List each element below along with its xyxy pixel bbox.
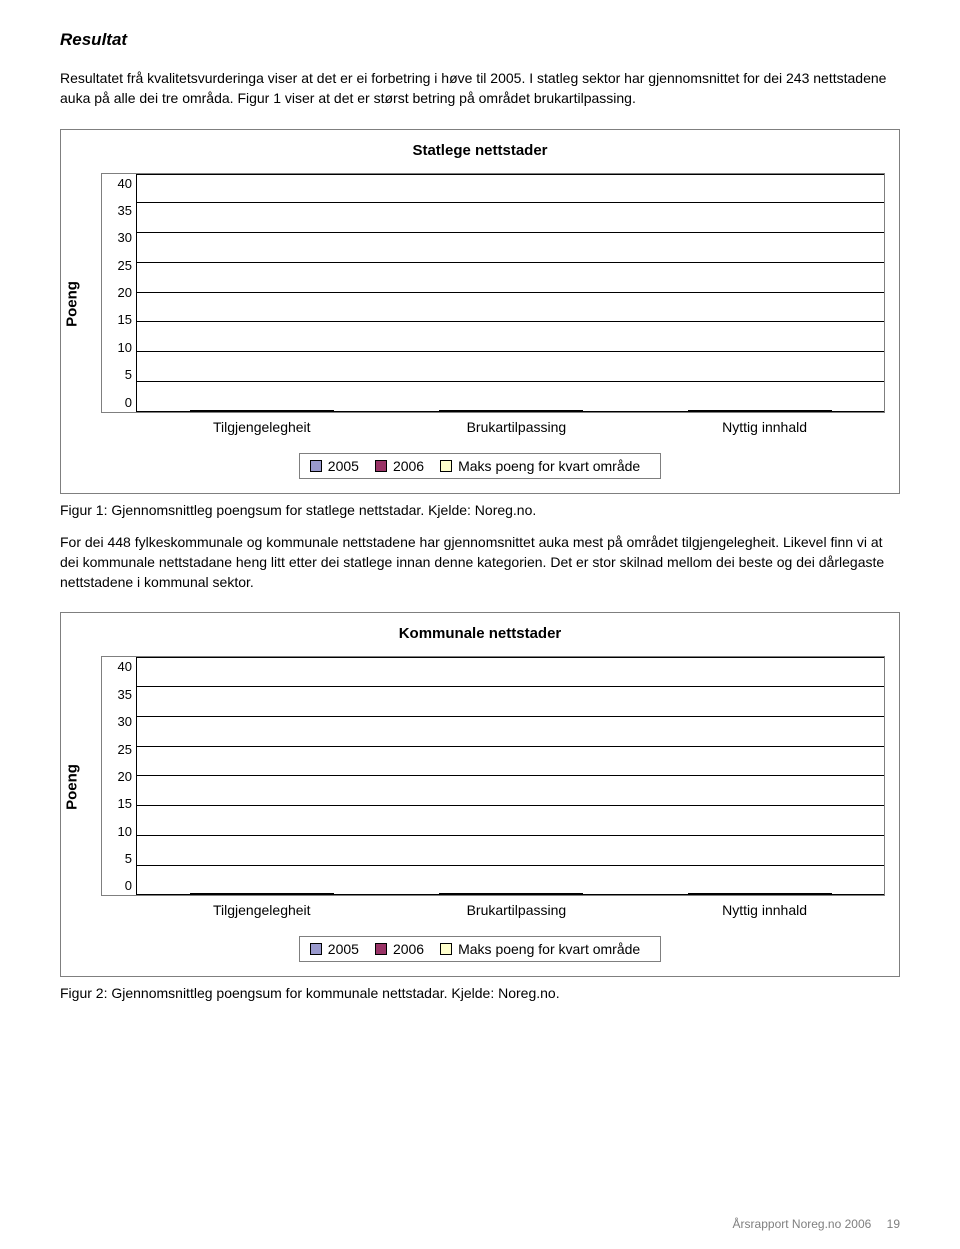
y-tick-label: 25 [118,742,132,757]
chart1-ylabel: Poeng [63,281,80,327]
chart1-caption: Figur 1: Gjennomsnittleg poengsum for st… [60,502,900,518]
section-heading: Resultat [60,30,900,50]
x-tick-label: Nyttig innhald [722,902,807,918]
page-footer: Årsrapport Noreg.no 2006 19 [733,1217,900,1231]
chart2-ylabel: Poeng [63,765,80,811]
y-tick-label: 20 [118,769,132,784]
y-tick-label: 0 [125,878,132,893]
y-tick-label: 20 [118,285,132,300]
y-tick-label: 5 [125,851,132,866]
legend-label: Maks poeng for kvart område [458,941,640,957]
y-tick-label: 10 [118,340,132,355]
y-tick-label: 30 [118,714,132,729]
y-tick-label: 0 [125,395,132,410]
gridline [137,351,884,352]
legend-swatch [310,460,322,472]
y-tick-label: 5 [125,367,132,382]
chart1-plot: 40 35 30 25 20 15 10 5 0 [101,173,885,413]
chart2-title: Kommunale nettstader [75,625,885,642]
gridline [137,894,884,895]
y-tick-label: 35 [118,687,132,702]
y-tick-label: 35 [118,203,132,218]
gridline [137,775,884,776]
gridline [137,202,884,203]
y-tick-label: 25 [118,258,132,273]
y-tick-label: 10 [118,824,132,839]
gridline [137,657,884,658]
legend-label: 2005 [328,941,359,957]
chart2-plot: 40 35 30 25 20 15 10 5 0 [101,656,885,896]
chart1-title: Statlege nettstader [75,142,885,159]
gridline [137,805,884,806]
gridline [137,232,884,233]
y-tick-label: 15 [118,312,132,327]
gridline [137,411,884,412]
y-tick-label: 30 [118,230,132,245]
legend-swatch [375,943,387,955]
gridline [137,292,884,293]
gridline [137,381,884,382]
chart2-caption: Figur 2: Gjennomsnittleg poengsum for ko… [60,985,900,1001]
gridline [137,321,884,322]
gridline [137,716,884,717]
footer-page-number: 19 [887,1217,900,1231]
legend-swatch [440,460,452,472]
chart2-legend: 2005 2006 Maks poeng for kvart område [299,936,661,962]
x-tick-label: Brukartilpassing [467,419,567,435]
gridline [137,174,884,175]
footer-text: Årsrapport Noreg.no 2006 [733,1217,872,1231]
chart1-container: Statlege nettstader Poeng 40 35 30 25 20 15 10… [60,129,900,494]
legend-label: 2006 [393,458,424,474]
chart2-container: Kommunale nettstader Poeng 40 35 30 25 20 15 1… [60,612,900,977]
legend-swatch [375,460,387,472]
gridline [137,262,884,263]
x-tick-label: Nyttig innhald [722,419,807,435]
legend-label: Maks poeng for kvart område [458,458,640,474]
mid-paragraph: For dei 448 fylkeskommunale og kommunale… [60,532,900,593]
intro-paragraph: Resultatet frå kvalitetsvurderinga viser… [60,68,900,109]
y-tick-label: 40 [118,176,132,191]
legend-swatch [440,943,452,955]
gridline [137,746,884,747]
x-tick-label: Brukartilpassing [467,902,567,918]
gridline [137,865,884,866]
y-tick-label: 40 [118,659,132,674]
x-tick-label: Tilgjengelegheit [213,419,311,435]
legend-label: 2005 [328,458,359,474]
legend-swatch [310,943,322,955]
x-tick-label: Tilgjengelegheit [213,902,311,918]
gridline [137,835,884,836]
y-tick-label: 15 [118,796,132,811]
chart1-legend: 2005 2006 Maks poeng for kvart område [299,453,661,479]
gridline [137,686,884,687]
legend-label: 2006 [393,941,424,957]
